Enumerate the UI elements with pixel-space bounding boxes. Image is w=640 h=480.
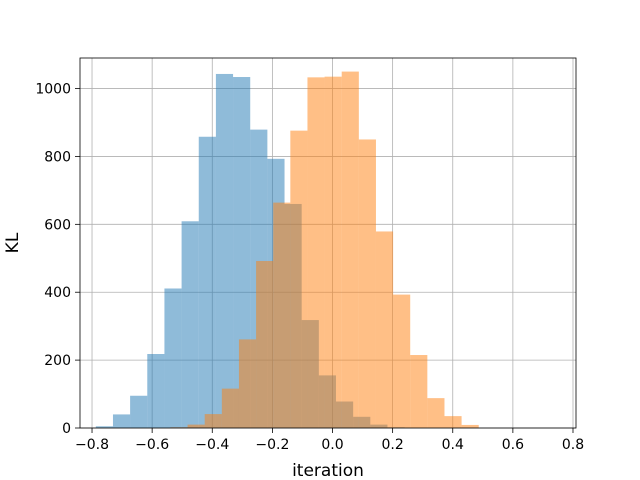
x-tick-label: −0.8 [75,437,109,453]
histogram-bar [393,294,411,428]
histogram-bar [324,76,342,429]
y-axis-title: KL [3,232,23,253]
histogram-bar [358,139,376,428]
histogram-bar [444,416,462,428]
x-tick-label: 0.8 [562,437,584,453]
histogram-bar [187,424,205,428]
x-tick-label: −0.4 [195,437,229,453]
histogram-bar [221,388,239,428]
histogram-bar [410,355,428,428]
x-tick-label: −0.6 [135,437,169,453]
histogram-bar [215,73,234,428]
y-tick-label: 800 [44,149,71,165]
y-axis: 0 200 400 600 800 1000 [35,82,80,437]
histogram-bar [164,288,182,428]
histogram-bar [95,426,113,428]
x-tick-label: 0.2 [381,437,403,453]
y-tick-label: 400 [44,285,71,301]
x-tick-label: 0.0 [321,437,343,453]
y-tick-label: 1000 [35,82,71,98]
histogram-bar [238,339,257,428]
histogram-bar [130,395,148,428]
histogram-bar [147,354,165,428]
histogram-bars [95,71,479,429]
y-tick-label: 200 [44,353,71,369]
histogram-bar [198,136,216,428]
histogram-bar [256,260,274,428]
x-tick-label: −0.2 [255,437,289,453]
x-axis: −0.8 −0.6 −0.4 −0.2 0.0 0.2 0.4 0.6 0.8 [75,428,584,453]
x-axis-title: iteration [292,461,364,480]
histogram-bar [204,414,222,428]
histogram-bar [341,71,359,428]
x-tick-label: 0.6 [502,437,524,453]
plot-frame [79,57,577,429]
histogram-bar [181,221,199,428]
histogram-bar [427,398,445,428]
x-tick-label: 0.4 [442,437,464,453]
histogram-bar [307,77,325,428]
histogram-bar [273,202,291,428]
y-tick-label: 600 [44,217,71,233]
histogram-bar [290,130,308,428]
y-tick-label: 0 [62,421,71,437]
histogram-bar [375,231,394,428]
histogram-bar [112,414,131,428]
histogram-bar [461,424,479,428]
